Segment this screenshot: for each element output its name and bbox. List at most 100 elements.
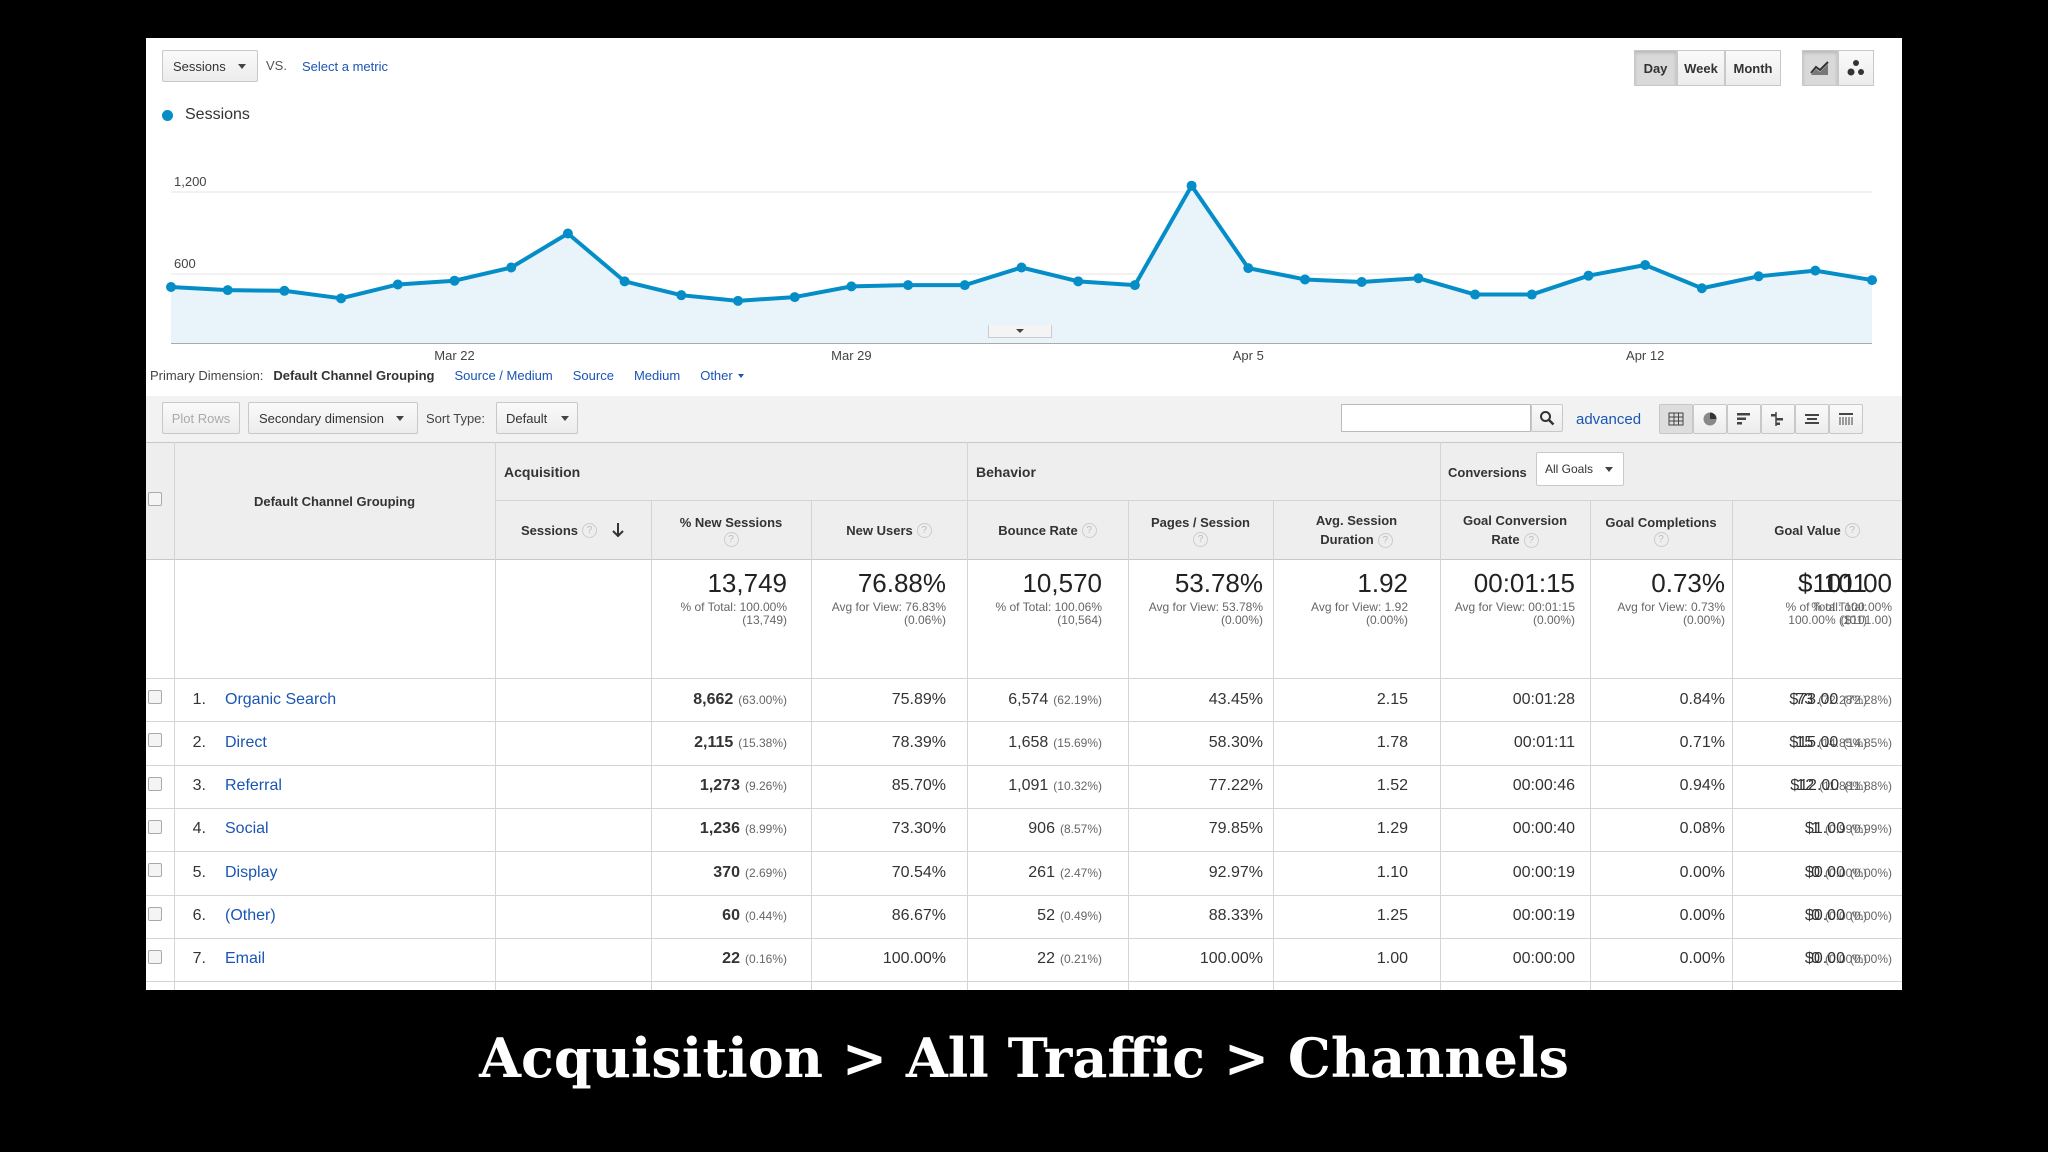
data-point[interactable] [279, 285, 290, 296]
new-users-column-header[interactable]: New Users? [811, 500, 967, 560]
week-button[interactable]: Week [1677, 50, 1725, 86]
help-icon[interactable]: ? [1081, 522, 1097, 538]
channel-link[interactable]: Social [225, 820, 269, 838]
goal-completions-column-header[interactable]: Goal Completions? [1590, 500, 1732, 560]
sessions-column-header[interactable]: Sessions? [495, 500, 651, 560]
data-point[interactable] [562, 228, 573, 239]
metric-select[interactable]: Sessions [162, 50, 258, 82]
avg-duration-column-header[interactable]: Avg. Session Duration? [1273, 500, 1440, 560]
data-point[interactable] [1016, 262, 1027, 273]
data-point[interactable] [449, 275, 460, 286]
advanced-link[interactable]: advanced [1576, 411, 1642, 428]
data-point[interactable] [506, 262, 517, 273]
data-point[interactable] [789, 292, 800, 303]
channel-link[interactable]: (Other) [225, 907, 276, 924]
channel-link[interactable]: Display [225, 863, 278, 881]
data-point[interactable] [903, 280, 914, 291]
pages-session-column-header[interactable]: Pages / Session? [1128, 500, 1273, 560]
data-point[interactable] [846, 281, 857, 292]
data-point[interactable] [392, 279, 403, 290]
table-search-input[interactable] [1341, 404, 1531, 432]
data-point[interactable] [1696, 283, 1707, 294]
data-point[interactable] [676, 290, 687, 301]
select-all-checkbox[interactable] [148, 492, 162, 506]
pie-view-button[interactable] [1693, 404, 1727, 434]
data-point[interactable] [222, 285, 233, 296]
duration-cell: 00:01:28 [1513, 678, 1575, 721]
channel-link[interactable]: Email [225, 950, 266, 968]
secondary-dimension-select[interactable]: Secondary dimension [248, 402, 418, 434]
pivot-view-button[interactable] [1829, 404, 1863, 434]
data-point[interactable] [1073, 276, 1084, 287]
search-button[interactable] [1531, 404, 1563, 432]
row-checkbox[interactable] [148, 863, 162, 878]
row-checkbox[interactable] [148, 949, 162, 964]
data-point[interactable] [336, 293, 347, 304]
sort-type-select[interactable]: Default [496, 402, 578, 434]
dimension-other[interactable]: Other [700, 368, 744, 383]
plot-rows-button[interactable]: Plot Rows [162, 402, 240, 434]
help-icon[interactable]: ? [582, 522, 598, 538]
goals-select[interactable]: All Goals [1536, 452, 1624, 486]
help-icon[interactable]: ? [1523, 533, 1539, 549]
new-users-header-label: New Users [846, 522, 913, 538]
conv-value: 0.00% [1679, 907, 1725, 924]
data-point[interactable] [1186, 180, 1197, 191]
day-button[interactable]: Day [1634, 50, 1677, 86]
row-divider [146, 721, 1902, 723]
data-point[interactable] [166, 282, 176, 293]
data-point[interactable] [619, 276, 630, 287]
data-point[interactable] [1243, 263, 1254, 274]
data-point[interactable] [1640, 259, 1651, 270]
help-icon[interactable]: ? [1844, 522, 1860, 538]
dimension-source[interactable]: Source [572, 368, 614, 383]
performance-view-button[interactable] [1727, 404, 1761, 434]
comparison-view-button[interactable] [1761, 404, 1795, 434]
new-sessions-column-header[interactable]: % New Sessions? [651, 500, 811, 560]
data-table-view-button[interactable] [1659, 404, 1693, 434]
data-point[interactable] [1356, 276, 1367, 287]
goal-conversion-column-header[interactable]: Goal Conversion Rate? [1440, 500, 1590, 560]
bounce-rate-column-header[interactable]: Bounce Rate? [967, 500, 1128, 560]
line-chart-view-button[interactable] [1802, 50, 1838, 86]
data-point[interactable] [1810, 265, 1821, 276]
channel-link[interactable]: Paid Search [225, 981, 312, 990]
row-checkbox[interactable] [148, 690, 162, 704]
data-point[interactable] [1867, 275, 1877, 286]
dimension-source-medium[interactable]: Source / Medium [454, 368, 553, 383]
data-point[interactable] [733, 295, 743, 306]
data-point[interactable] [1300, 274, 1310, 285]
data-point[interactable] [1753, 271, 1764, 282]
completions-percent: (0.00%) [1824, 865, 1867, 880]
channel-link[interactable]: Direct [225, 733, 267, 751]
pages-value: 1.52 [1376, 777, 1408, 795]
select-metric-link[interactable]: Select a metric [302, 59, 388, 74]
dimension-medium[interactable]: Medium [633, 368, 681, 383]
help-icon[interactable]: ? [1193, 532, 1208, 547]
row-checkbox[interactable] [148, 819, 162, 834]
data-point[interactable] [1526, 289, 1537, 300]
new-users-percent: (15.69%) [1053, 735, 1102, 750]
help-icon[interactable]: ? [723, 532, 739, 547]
month-button[interactable]: Month [1725, 50, 1781, 86]
data-point[interactable] [1583, 270, 1594, 281]
motion-chart-view-button[interactable] [1838, 50, 1874, 86]
row-checkbox[interactable] [148, 776, 162, 791]
new-users-value: 22 [1037, 950, 1055, 968]
term-cloud-view-button[interactable] [1795, 404, 1829, 434]
help-icon[interactable]: ? [1377, 533, 1393, 549]
row-checkbox[interactable] [148, 733, 162, 748]
channel-link[interactable]: Referral [225, 777, 282, 795]
help-icon[interactable]: ? [1653, 532, 1669, 547]
total-goal-conversion-sub1: Avg for View: 0.73% [1617, 600, 1725, 614]
help-icon[interactable]: ? [916, 522, 932, 538]
data-point[interactable] [1129, 280, 1140, 291]
goal-value-column-header[interactable]: Goal Value? [1732, 500, 1902, 560]
data-point[interactable] [1470, 289, 1481, 300]
chart-collapse-handle[interactable] [988, 325, 1052, 338]
data-point[interactable] [1413, 273, 1424, 284]
channel-link[interactable]: Organic Search [225, 690, 337, 708]
dimension-column-header[interactable]: Default Channel Grouping [253, 493, 416, 509]
row-checkbox[interactable] [148, 906, 162, 921]
data-point[interactable] [959, 280, 970, 291]
